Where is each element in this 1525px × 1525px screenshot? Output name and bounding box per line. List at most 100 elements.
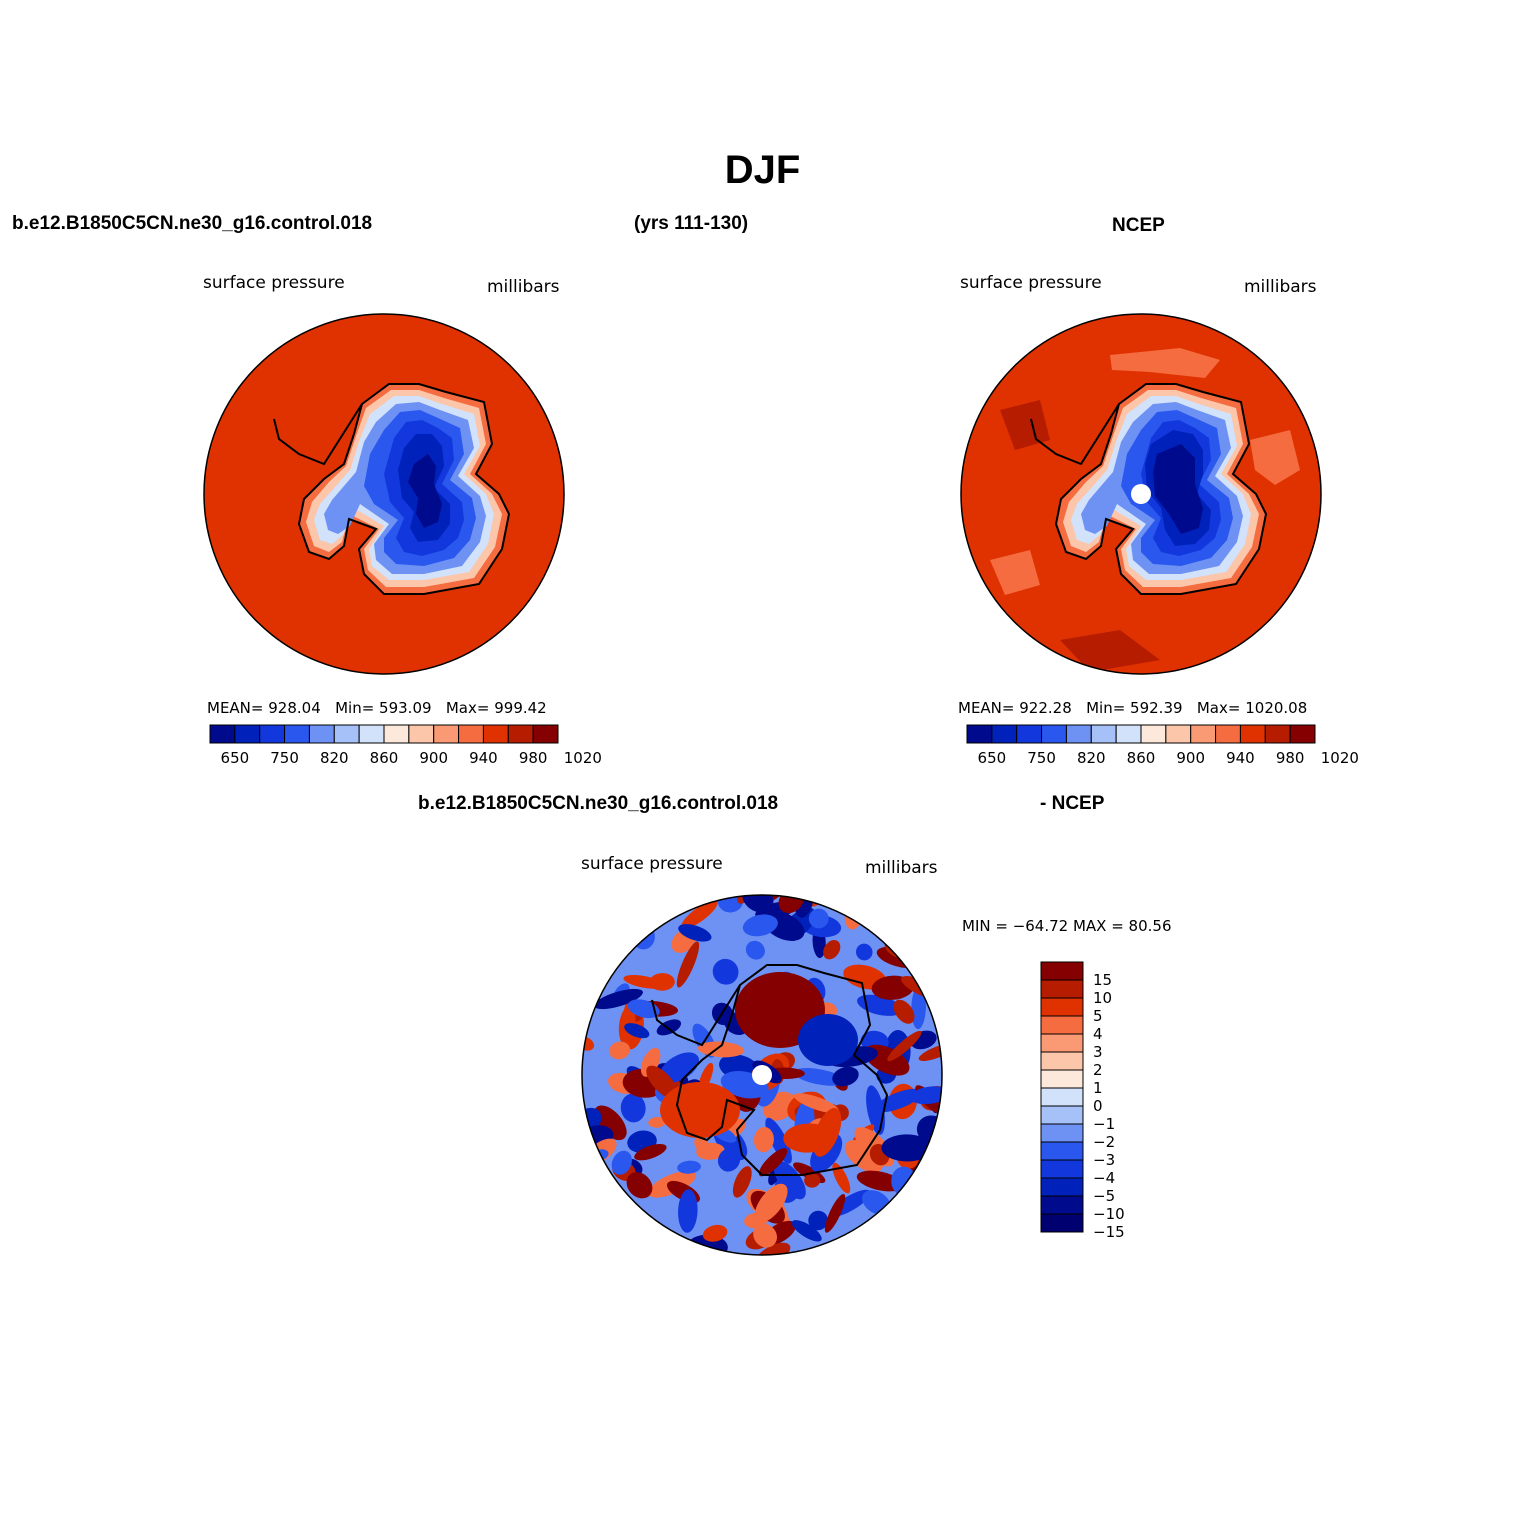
anomaly-blob [624, 1023, 650, 1039]
colorbar-swatch [1040, 979, 1084, 999]
pole-hole [752, 1065, 772, 1085]
colorbar-swatch [209, 724, 236, 744]
anomaly-blob [793, 1068, 845, 1086]
colorbar-tick-label: −10 [1093, 1205, 1125, 1223]
pole-hole [1131, 484, 1151, 504]
coastline [273, 383, 511, 595]
map-model [203, 313, 565, 675]
colorbar-tick-label: 15 [1093, 971, 1112, 989]
stats-right: MEAN= 922.28 Min= 592.39 Max= 1020.08 [958, 699, 1307, 717]
anomaly-blob [634, 1143, 667, 1161]
min-label: Min= [335, 699, 375, 717]
colorbars: 650 750 820 860 900 940 980 1020 650 750 820 860 900… [209, 724, 1359, 1241]
colorbar-swatch [308, 724, 335, 744]
anomaly-blob [677, 1160, 701, 1174]
colorbar-tick-label: 980 [519, 749, 548, 767]
anomaly-blob [646, 1065, 678, 1099]
colorbar-tick-label: 980 [1276, 749, 1305, 767]
colorbar-swatch [333, 724, 360, 744]
min-value: 593.09 [379, 699, 432, 717]
colorbar-tick-label: 860 [370, 749, 399, 767]
units-label-left: millibars [487, 277, 560, 297]
anomaly-blob [609, 1041, 631, 1060]
colorbar-tick-label: 1 [1093, 1079, 1103, 1097]
colorbar-swatch [1040, 961, 1084, 981]
anomaly-blob [856, 1170, 904, 1192]
colorbar-swatch [1040, 997, 1084, 1017]
colorbar-swatch [1041, 724, 1067, 744]
ocean-patch [1060, 630, 1160, 672]
min-label: Min= [1086, 699, 1126, 717]
colorbar-tick-label: −4 [1093, 1169, 1115, 1187]
colorbar-tick-label: 2 [1093, 1061, 1103, 1079]
anomaly-blob [808, 908, 829, 929]
anomaly-blob [791, 1220, 822, 1242]
stats-left: MEAN= 928.04 Min= 593.09 Max= 999.42 [207, 699, 547, 717]
colorbar-swatch [966, 724, 993, 744]
anomaly-blob [623, 974, 665, 989]
ocean-patch [1110, 348, 1220, 378]
map-border [581, 894, 943, 1256]
anomaly-blob [773, 1160, 806, 1200]
ocean-patch [1000, 400, 1050, 450]
max-value: 999.42 [494, 699, 547, 717]
anomaly-blob [832, 1066, 859, 1087]
anomaly-blob [893, 999, 915, 1024]
anomaly-blob [794, 895, 814, 918]
colorbar-swatch [1264, 724, 1291, 744]
anomaly-blob [627, 999, 660, 1019]
colorbar-swatch [1140, 724, 1167, 744]
colorbar-swatch [408, 724, 435, 744]
anomaly-blob [793, 1093, 839, 1114]
colorbar-swatch [284, 724, 310, 744]
anomaly-blob [754, 1183, 788, 1223]
anomaly-blob [887, 1030, 922, 1062]
anomaly-blob [753, 1223, 778, 1248]
colorbar-swatch [1040, 1195, 1084, 1215]
mean-value: 922.28 [1019, 699, 1072, 717]
anomaly-blob [911, 985, 926, 1030]
colorbar-swatch [1090, 724, 1117, 744]
colorbar-swatch [991, 724, 1018, 744]
units-label-bottom: millibars [865, 858, 938, 878]
colorbar-swatch [358, 724, 385, 744]
colorbar-tick-label: −15 [1093, 1223, 1125, 1241]
anomaly-blob [881, 1134, 933, 1162]
colorbar-swatch [1040, 1069, 1084, 1089]
colorbar-swatch [1040, 1159, 1084, 1179]
colorbar-swatch [1289, 724, 1316, 744]
colorbar-swatch [482, 724, 509, 744]
colorbar-swatch [433, 724, 460, 744]
anomaly-blob [626, 1172, 653, 1199]
mean-label: MEAN= [207, 699, 264, 717]
mean-value: 928.04 [268, 699, 321, 717]
mean-label: MEAN= [958, 699, 1015, 717]
map-border [203, 313, 565, 675]
colorbar-tick-label: −3 [1093, 1151, 1115, 1169]
case-name-left: b.e12.B1850C5CN.ne30_g16.control.018 [12, 213, 373, 234]
anomaly-blob [611, 1150, 632, 1175]
variable-label-right: surface pressure [960, 273, 1102, 293]
max-label: Max= [445, 699, 490, 717]
colorbar-swatch [1065, 724, 1092, 744]
colorbar-swatch [1239, 724, 1266, 744]
anomaly-blob [824, 1193, 846, 1233]
colorbar-swatch [1040, 1105, 1084, 1125]
colorbar-tick-label: 820 [320, 749, 349, 767]
colorbar-tick-label: 750 [1027, 749, 1056, 767]
colorbar-tick-label: 4 [1093, 1025, 1103, 1043]
case-suffix-bottom: - NCEP [1040, 793, 1105, 814]
anomaly-blob [717, 1148, 741, 1172]
anomaly-blob [681, 900, 718, 929]
anomaly-blob [660, 1082, 740, 1138]
variable-label-bottom: surface pressure [581, 854, 723, 874]
anomaly-blob [918, 1043, 942, 1061]
max-label: Max= [1196, 699, 1241, 717]
min-value: 592.39 [1130, 699, 1183, 717]
colorbar-swatch [507, 724, 534, 744]
map-border [960, 313, 1322, 675]
anomaly-blob [678, 924, 712, 942]
anomaly-blob [737, 895, 756, 904]
colorbar-tick-label: 750 [270, 749, 299, 767]
years-label: (yrs 111-130) [634, 213, 749, 234]
